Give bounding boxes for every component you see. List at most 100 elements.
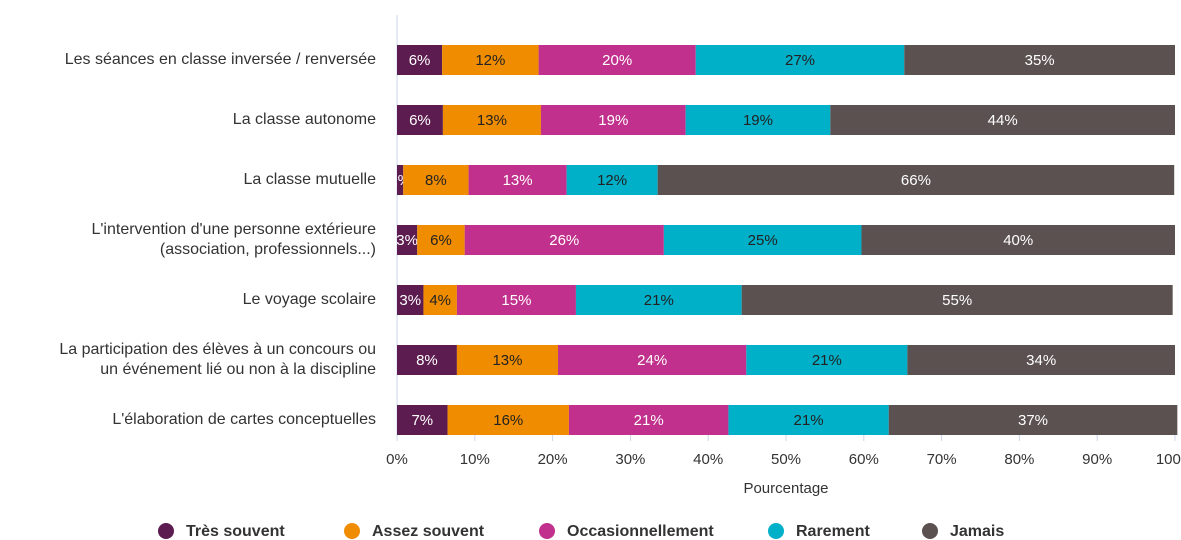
category-label: La classe mutuelle: [243, 171, 376, 188]
data-label: 24%: [637, 352, 667, 369]
data-label: 3%: [399, 292, 421, 309]
category-label: L'élaboration de cartes conceptuelles: [112, 411, 376, 428]
x-tick-label: 90%: [1082, 451, 1112, 468]
bar-segment: [403, 165, 469, 195]
data-label: 13%: [503, 172, 533, 189]
bar-segment: [397, 105, 443, 135]
data-label: 21%: [634, 412, 664, 429]
legend-label: Jamais: [950, 523, 1004, 540]
data-label: 37%: [1018, 412, 1048, 429]
bar-segment: [397, 165, 404, 195]
bar-segment: [657, 165, 1175, 195]
legend-marker: [539, 523, 555, 539]
bar-segment: [728, 405, 889, 435]
data-label: 8%: [416, 352, 438, 369]
bar-segment: [663, 225, 862, 255]
legend-marker: [768, 523, 784, 539]
legend-marker: [344, 523, 360, 539]
legend-marker: [158, 523, 174, 539]
data-label: 26%: [549, 232, 579, 249]
bar-segment: [685, 105, 831, 135]
bar-segment: [456, 345, 559, 375]
data-label: 12%: [597, 172, 627, 189]
bar-segment: [397, 225, 418, 255]
x-tick-label: 60%: [849, 451, 879, 468]
bar-segment: [558, 345, 747, 375]
data-label: 6%: [430, 232, 452, 249]
x-tick-label: 50%: [771, 451, 801, 468]
data-label: 55%: [942, 292, 972, 309]
bar-segment: [397, 345, 457, 375]
data-label: 8%: [425, 172, 447, 189]
legend-label: Très souvent: [186, 523, 285, 540]
legend-label: Assez souvent: [372, 523, 485, 540]
category-label: Les séances en classe inversée / renvers…: [64, 51, 376, 68]
bar-segment: [568, 405, 729, 435]
bar-segment: [417, 225, 465, 255]
bar-segment: [566, 165, 658, 195]
data-label: 3%: [396, 232, 418, 249]
data-label: 19%: [598, 112, 628, 129]
bar-segment: [904, 45, 1175, 75]
data-label: 35%: [1025, 52, 1055, 69]
data-label: 6%: [409, 52, 431, 69]
data-label: 66%: [901, 172, 931, 189]
bar-segment: [861, 225, 1175, 255]
bar-segment: [741, 285, 1173, 315]
bar-segment: [830, 105, 1175, 135]
bar-segment: [442, 45, 539, 75]
bar-segment: [540, 105, 686, 135]
x-tick-label: 100%: [1156, 451, 1181, 468]
x-tick-label: 0%: [386, 451, 408, 468]
category-label: La participation des élèves à un concour…: [59, 341, 376, 378]
data-label: 15%: [501, 292, 531, 309]
x-tick-label: 20%: [538, 451, 568, 468]
bar-segment: [397, 405, 448, 435]
data-label: 13%: [492, 352, 522, 369]
bar-segment: [397, 45, 443, 75]
bar-segment: [538, 45, 696, 75]
data-label: 13%: [477, 112, 507, 129]
bar-segment: [442, 105, 541, 135]
legend-label: Rarement: [796, 523, 870, 540]
data-label: 16%: [493, 412, 523, 429]
category-label: Le voyage scolaire: [242, 291, 376, 308]
bar-segment: [456, 285, 576, 315]
data-label: 4%: [429, 292, 451, 309]
bar-segment: [746, 345, 908, 375]
data-label: 12%: [475, 52, 505, 69]
data-label: 40%: [1003, 232, 1033, 249]
bar-segment: [888, 405, 1178, 435]
bar-segment: [695, 45, 905, 75]
bar-segment: [468, 165, 567, 195]
data-label: 6%: [409, 112, 431, 129]
bar-segment: [397, 285, 424, 315]
bar-segment: [423, 285, 457, 315]
bar-segment: [907, 345, 1175, 375]
legend-marker: [922, 523, 938, 539]
x-axis-title: Pourcentage: [743, 480, 828, 497]
data-label: 44%: [988, 112, 1018, 129]
category-label: La classe autonome: [232, 111, 376, 128]
data-label: 20%: [602, 52, 632, 69]
category-label: L'intervention d'une personne extérieure…: [91, 221, 376, 258]
x-tick-label: 30%: [615, 451, 645, 468]
data-label: 19%: [743, 112, 773, 129]
x-tick-label: 80%: [1004, 451, 1034, 468]
bar-segment: [447, 405, 569, 435]
bar-segment: [464, 225, 664, 255]
x-tick-label: 70%: [927, 451, 957, 468]
data-label: 27%: [785, 52, 815, 69]
legend-label: Occasionnellement: [567, 523, 714, 540]
data-label: 25%: [748, 232, 778, 249]
data-label: 21%: [644, 292, 674, 309]
data-label: 34%: [1026, 352, 1056, 369]
data-label: 21%: [812, 352, 842, 369]
x-tick-label: 40%: [693, 451, 723, 468]
data-label: 21%: [794, 412, 824, 429]
x-tick-label: 10%: [460, 451, 490, 468]
bar-segment: [575, 285, 742, 315]
data-label: 7%: [411, 412, 433, 429]
